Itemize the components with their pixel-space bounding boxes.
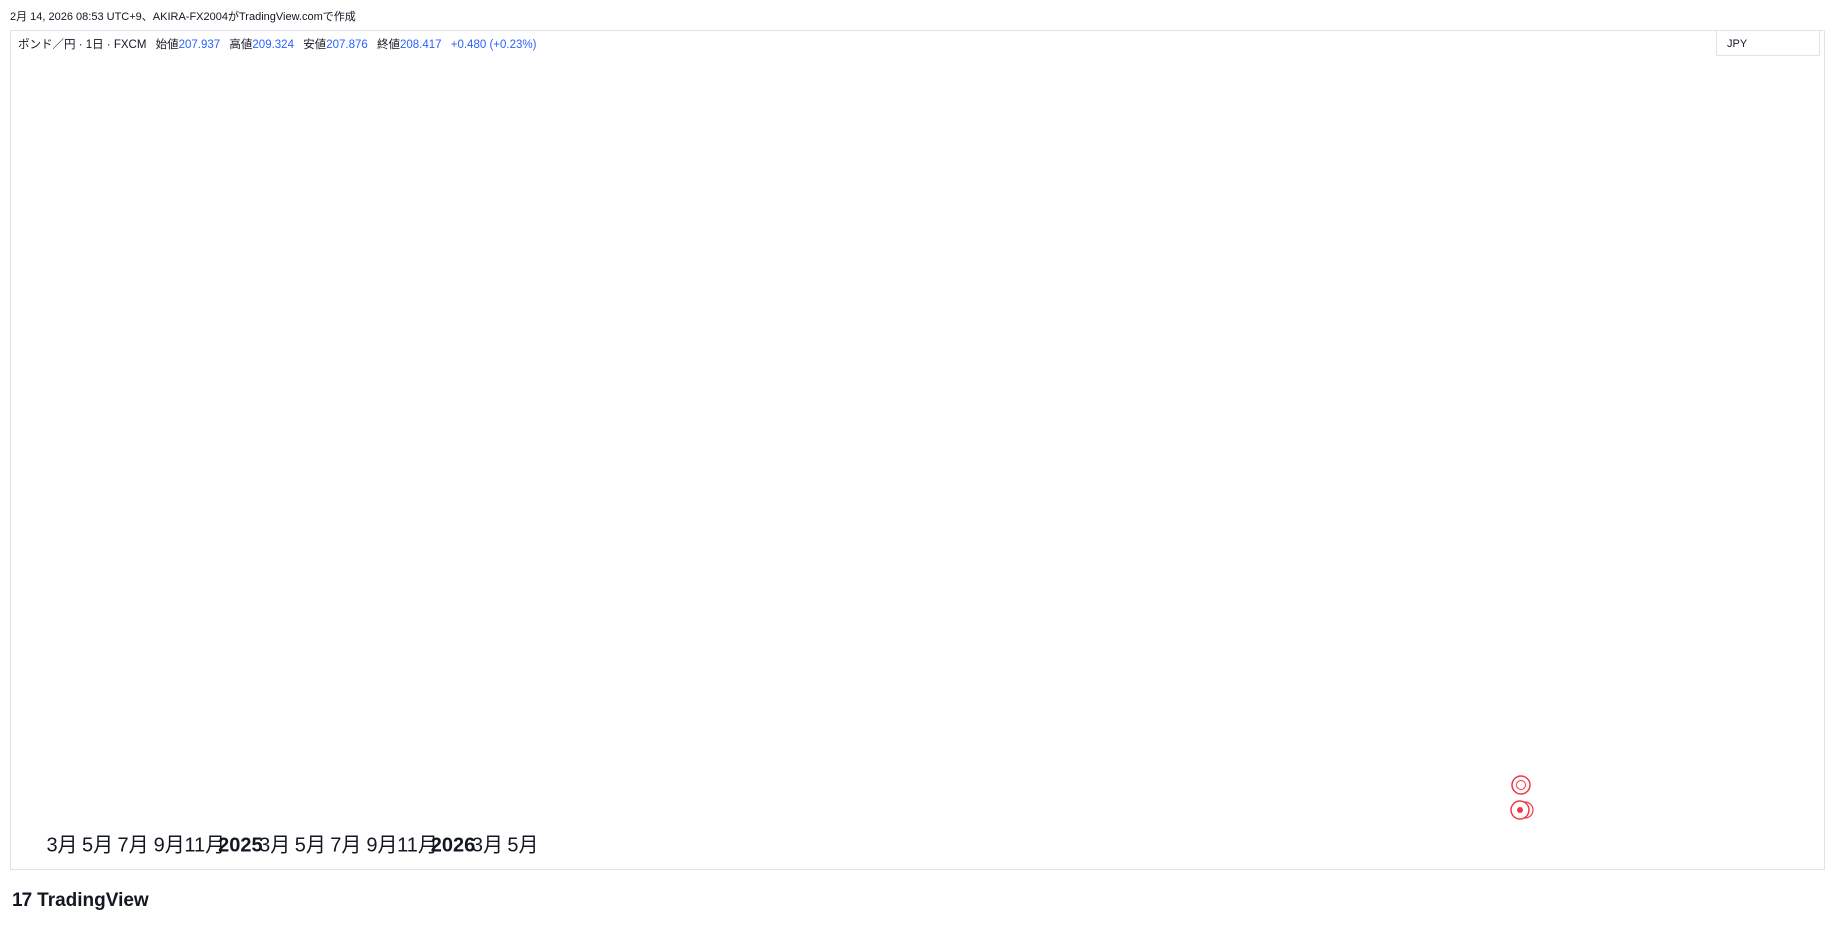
x-tick-label: 9月 (154, 834, 185, 856)
change-value: +0.480 (+0.23%) (450, 39, 537, 51)
close-label: 終値 (376, 39, 400, 51)
symbol-label[interactable]: ポンド／円 · 1日 · FXCM (18, 39, 147, 51)
close-value: 208.417 (399, 39, 442, 51)
brand-name: TradingView (37, 890, 149, 911)
x-tick-label: 2026 (431, 834, 476, 856)
x-tick-label: 5月 (507, 834, 538, 856)
low-value: 207.876 (326, 39, 368, 51)
x-tick-label: 3月 (472, 834, 503, 856)
x-tick-label: 11月 (184, 834, 225, 856)
event-flag-icon[interactable] (1511, 775, 1531, 795)
x-tick-label: 3月 (46, 834, 77, 856)
chart-caption: 2月 14, 2026 08:53 UTC+9、AKIRA-FX2004がTra… (10, 11, 356, 23)
chart-frame[interactable] (10, 30, 1825, 870)
open-value: 207.937 (178, 39, 221, 51)
tradingview-logo-icon: 17 (12, 890, 32, 911)
x-tick-label: 7月 (118, 834, 149, 856)
event-flag-icon (1516, 780, 1526, 790)
x-tick-label: 5月 (295, 834, 326, 856)
low-label: 安値 (303, 39, 327, 51)
x-tick-label: 5月 (82, 834, 113, 856)
tradingview-logo[interactable]: 17 TradingView (12, 890, 149, 912)
event-dot-icon (1517, 807, 1523, 813)
open-label: 始値 (155, 39, 179, 51)
x-tick-label: 9月 (366, 834, 397, 856)
currency-selector[interactable]: JPY (1716, 30, 1820, 56)
x-tick-label: 3月 (259, 834, 290, 856)
x-tick-label: 2025 (218, 834, 263, 856)
x-tick-label: 7月 (330, 834, 361, 856)
ohlc-legend: ポンド／円 · 1日 · FXCM 始値207.937 高値209.324 安値… (18, 36, 536, 52)
high-label: 高値 (229, 39, 253, 51)
x-tick-label: 11月 (397, 834, 438, 856)
high-value: 209.324 (252, 39, 294, 51)
